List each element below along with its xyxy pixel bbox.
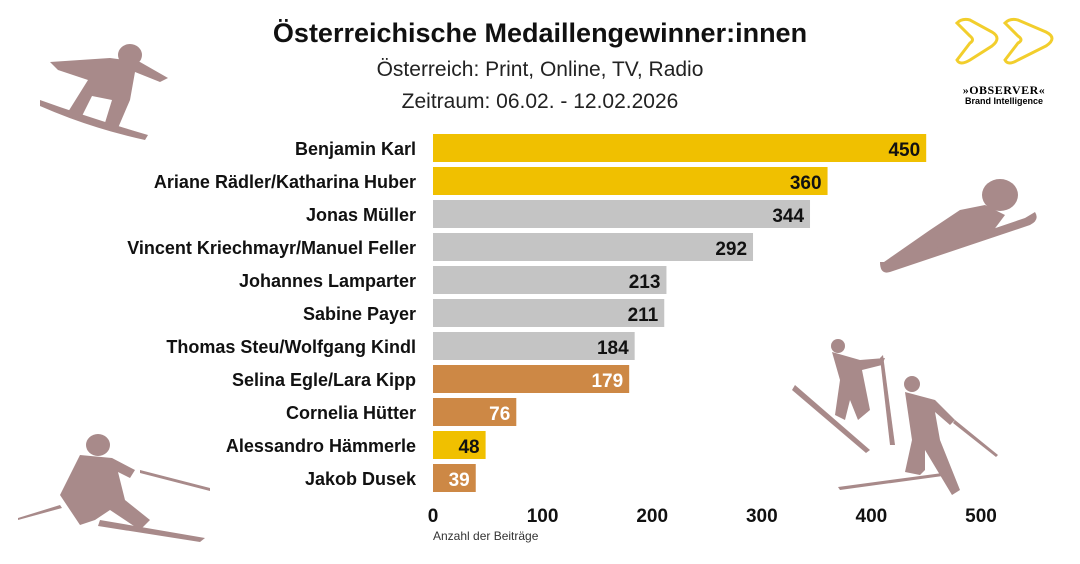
bar-7 <box>433 365 630 393</box>
cross-country-skier-icon <box>838 376 998 495</box>
bar-3 <box>433 233 754 261</box>
ski-jumper-icon <box>792 339 895 453</box>
value-label: 76 <box>489 404 510 425</box>
value-label: 360 <box>790 173 822 194</box>
value-label: 450 <box>888 140 920 161</box>
category-label: Johannes Lamparter <box>239 271 416 291</box>
snowboarder-icon <box>40 44 168 140</box>
value-label: 184 <box>597 338 629 359</box>
bar-2 <box>433 200 811 228</box>
category-label: Ariane Rädler/Katharina Huber <box>154 172 416 192</box>
category-label: Jakob Dusek <box>305 469 417 489</box>
category-label: Benjamin Karl <box>295 139 416 159</box>
value-label: 39 <box>449 470 470 491</box>
value-label: 179 <box>591 371 623 392</box>
category-label: Selina Egle/Lara Kipp <box>232 370 416 390</box>
bar-5 <box>433 299 665 327</box>
value-label: 344 <box>772 206 804 227</box>
category-label: Thomas Steu/Wolfgang Kindl <box>166 337 416 357</box>
value-label: 213 <box>629 272 661 293</box>
x-tick-label: 0 <box>428 506 439 527</box>
bar-10 <box>433 464 476 492</box>
x-tick-label: 500 <box>965 506 997 527</box>
x-tick-label: 200 <box>636 506 668 527</box>
chart-title: Österreichische Medaillengewinner:innen <box>272 18 808 48</box>
bar-0 <box>433 134 927 162</box>
observer-logo-icon <box>954 17 1054 65</box>
value-label: 292 <box>715 239 747 260</box>
bar-1 <box>433 167 828 195</box>
x-axis-label: Anzahl der Beiträge <box>433 529 539 543</box>
bar-4 <box>433 266 667 294</box>
category-label: Alessandro Hämmerle <box>226 436 416 456</box>
value-label: 48 <box>458 437 479 458</box>
x-axis: 0 100 200 300 400 500 Anzahl der Beiträge <box>428 506 997 543</box>
bar-8 <box>433 398 517 426</box>
value-label: 211 <box>628 305 659 326</box>
logo-name: »OBSERVER« <box>962 83 1046 97</box>
category-label: Sabine Payer <box>303 304 416 324</box>
chart-subtitle-1: Österreich: Print, Online, TV, Radio <box>376 58 704 81</box>
bar-6 <box>433 332 635 360</box>
bar-9 <box>433 431 486 459</box>
category-label: Cornelia Hütter <box>286 403 416 423</box>
x-tick-label: 300 <box>746 506 778 527</box>
chart-subtitle-2: Zeitraum: 06.02. - 12.02.2026 <box>401 90 679 113</box>
bars-group: Benjamin Karl 450 Ariane Rädler/Katharina … <box>127 134 927 492</box>
category-label: Vincent Kriechmayr/Manuel Feller <box>127 238 416 258</box>
logo-tagline: Brand Intelligence <box>964 96 1044 106</box>
x-tick-label: 100 <box>527 506 559 527</box>
category-label: Jonas Müller <box>306 205 416 225</box>
skier-icon <box>18 434 210 542</box>
luge-icon <box>880 179 1037 273</box>
x-tick-label: 400 <box>856 506 888 527</box>
